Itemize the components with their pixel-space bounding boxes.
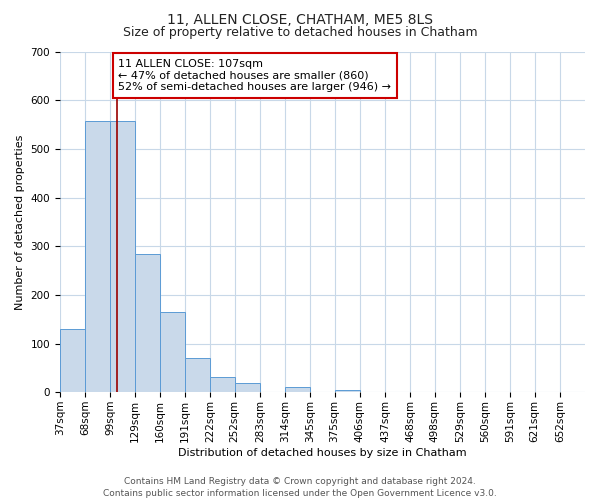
X-axis label: Distribution of detached houses by size in Chatham: Distribution of detached houses by size … bbox=[178, 448, 467, 458]
Bar bbox=[134, 254, 160, 392]
Bar bbox=[160, 312, 185, 392]
Bar bbox=[110, 121, 134, 392]
Y-axis label: Number of detached properties: Number of detached properties bbox=[15, 134, 25, 310]
Bar bbox=[335, 390, 360, 392]
Bar bbox=[285, 388, 310, 392]
Text: Size of property relative to detached houses in Chatham: Size of property relative to detached ho… bbox=[122, 26, 478, 39]
Bar bbox=[235, 384, 260, 392]
Text: Contains HM Land Registry data © Crown copyright and database right 2024.
Contai: Contains HM Land Registry data © Crown c… bbox=[103, 476, 497, 498]
Bar bbox=[210, 376, 235, 392]
Bar bbox=[85, 121, 110, 392]
Text: 11, ALLEN CLOSE, CHATHAM, ME5 8LS: 11, ALLEN CLOSE, CHATHAM, ME5 8LS bbox=[167, 12, 433, 26]
Text: 11 ALLEN CLOSE: 107sqm
← 47% of detached houses are smaller (860)
52% of semi-de: 11 ALLEN CLOSE: 107sqm ← 47% of detached… bbox=[118, 59, 391, 92]
Bar bbox=[185, 358, 210, 392]
Bar bbox=[60, 329, 85, 392]
